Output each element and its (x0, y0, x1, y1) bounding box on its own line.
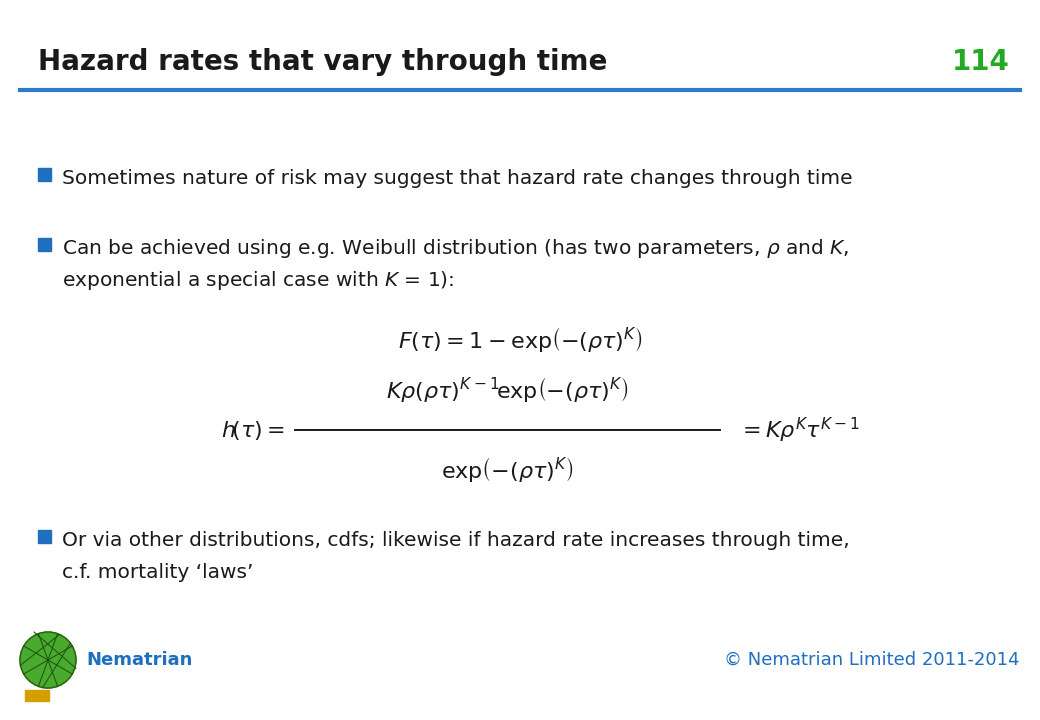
Bar (38, 168, 51, 181)
Text: c.f. mortality ‘laws’: c.f. mortality ‘laws’ (62, 562, 254, 582)
Text: Sometimes nature of risk may suggest that hazard rate changes through time: Sometimes nature of risk may suggest tha… (62, 168, 853, 187)
Text: Can be achieved using e.g. Weibull distribution (has two parameters, $\rho$ and : Can be achieved using e.g. Weibull distr… (62, 236, 850, 259)
Text: © Nematrian Limited 2011-2014: © Nematrian Limited 2011-2014 (725, 651, 1020, 669)
Text: $F\left(\tau\right)=1-\exp\!\left(-\left(\rho\tau\right)^{K}\right)$: $F\left(\tau\right)=1-\exp\!\left(-\left… (397, 325, 643, 354)
Text: Or via other distributions, cdfs; likewise if hazard rate increases through time: Or via other distributions, cdfs; likewi… (62, 531, 850, 549)
Text: $h\!\left(\tau\right)=$: $h\!\left(\tau\right)=$ (222, 418, 285, 441)
Bar (38, 530, 51, 543)
Text: $K\rho\left(\rho\tau\right)^{K-1}\!\exp\!\left(-\left(\rho\tau\right)^{K}\right): $K\rho\left(\rho\tau\right)^{K-1}\!\exp\… (386, 376, 629, 405)
Text: Hazard rates that vary through time: Hazard rates that vary through time (38, 48, 607, 76)
Bar (25, 690, 49, 701)
Bar (38, 238, 51, 251)
Text: $=K\rho^{K}\tau^{K-1}$: $=K\rho^{K}\tau^{K-1}$ (738, 415, 860, 444)
Text: $\exp\!\left(-\left(\rho\tau\right)^{K}\right)$: $\exp\!\left(-\left(\rho\tau\right)^{K}\… (441, 456, 574, 485)
Text: exponential a special case with $K$ = 1):: exponential a special case with $K$ = 1)… (62, 269, 454, 292)
Text: Nematrian: Nematrian (86, 651, 192, 669)
Text: 114: 114 (953, 48, 1010, 76)
Circle shape (20, 632, 76, 688)
